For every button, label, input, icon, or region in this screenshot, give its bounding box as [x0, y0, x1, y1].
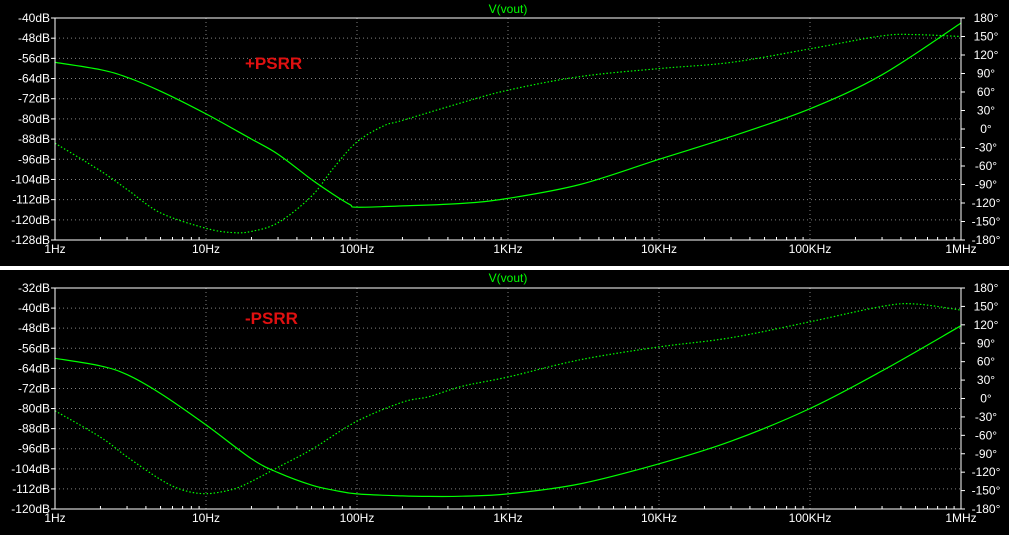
y2-tick-label: 180° [974, 281, 999, 295]
phase-trace [54, 33, 962, 234]
y2-tick-label: 60° [977, 85, 995, 99]
y2-tick-label: -150° [972, 484, 1001, 498]
y2-tick-label: 120° [974, 48, 999, 62]
y2-tick-label: 90° [977, 336, 995, 350]
y-tick-label: -40dB [18, 11, 50, 25]
x-tick-label: 100Hz [340, 511, 375, 525]
y-tick-label: -72dB [18, 92, 50, 106]
y-tick-label: -88dB [18, 422, 50, 436]
y-tick-label: -88dB [18, 132, 50, 146]
x-tick-label: 10KHz [641, 242, 677, 256]
y2-tick-label: -60° [975, 428, 997, 442]
y2-tick-label: -60° [975, 159, 997, 173]
x-tick-label: 10Hz [192, 511, 220, 525]
psrr-minus-chart: 1Hz 10Hz 100Hz 1KHz 10KHz 100KHz 1MHz -32dB -40d… [11, 271, 1001, 525]
chart-title: V(vout) [489, 2, 528, 16]
y2-tick-label: 180° [974, 11, 999, 25]
y-tick-label: -56dB [18, 341, 50, 355]
x-tick-label: 1MHz [945, 511, 976, 525]
y2-tick-label: 30° [977, 373, 995, 387]
y-tick-label: -72dB [18, 381, 50, 395]
y-tick-label: -112dB [12, 193, 50, 207]
y-tick-label: -104dB [11, 462, 50, 476]
y2-tick-label: -150° [972, 215, 1001, 229]
y2-tick-label: 150° [974, 30, 999, 44]
psrr-plus-chart-pane: 1Hz 10Hz 100Hz 1KHz 10KHz 100KHz 1MHz -40dB -48d… [0, 0, 1009, 266]
x-tick-label: 100KHz [789, 511, 832, 525]
y2-tick-label: -180° [972, 502, 1001, 516]
y2-tick-label: 0° [980, 122, 992, 136]
y2-tick-label: -90° [975, 178, 997, 192]
y2-tick-label: 60° [977, 355, 995, 369]
chart-title: V(vout) [489, 271, 528, 285]
x-tick-label: 1Hz [44, 242, 65, 256]
y-tick-label: -56dB [18, 51, 50, 65]
plot-frame [54, 287, 962, 510]
y2-tick-label: 30° [977, 104, 995, 118]
y2-tick-label: -180° [972, 233, 1001, 247]
y-tick-label: -104dB [11, 172, 50, 186]
y2-tick-label: -120° [972, 196, 1001, 210]
y-tick-label: -48dB [18, 321, 50, 335]
y-tick-label: -112dB [12, 482, 50, 496]
y2-tick-label: 90° [977, 67, 995, 81]
x-tick-label: 1MHz [945, 242, 976, 256]
y-tick-label: -40dB [18, 301, 50, 315]
y2-tick-label: -90° [975, 447, 997, 461]
y-tick-label: -80dB [18, 112, 50, 126]
y2-tick-label: 150° [974, 299, 999, 313]
x-tick-label: 100KHz [789, 242, 832, 256]
y2-tick-label: -30° [975, 141, 997, 155]
psrr-label: +PSRR [245, 54, 302, 73]
psrr-plus-chart: 1Hz 10Hz 100Hz 1KHz 10KHz 100KHz 1MHz -40dB -48d… [11, 2, 1001, 256]
y-tick-label: -96dB [18, 152, 50, 166]
phase-trace [54, 303, 962, 495]
magnitude-trace [54, 325, 962, 498]
x-tick-label: 10KHz [641, 511, 677, 525]
y-tick-label: -120dB [11, 502, 50, 516]
y-tick-label: -48dB [18, 31, 50, 45]
y-tick-label: -96dB [18, 442, 50, 456]
y-tick-label: -120dB [11, 213, 50, 227]
y2-tick-label: -30° [975, 410, 997, 424]
y-tick-label: -64dB [18, 361, 50, 375]
y2-tick-label: 0° [980, 392, 992, 406]
x-tick-label: 1KHz [493, 511, 522, 525]
y-tick-label: -64dB [18, 72, 50, 86]
y2-tick-label: -120° [972, 465, 1001, 479]
y2-tick-label: 120° [974, 318, 999, 332]
x-tick-label: 100Hz [340, 242, 375, 256]
x-tick-label: 10Hz [192, 242, 220, 256]
y-tick-label: -80dB [18, 402, 50, 416]
magnitude-trace [54, 22, 962, 208]
y-tick-label: -32dB [18, 281, 50, 295]
x-tick-label: 1Hz [44, 511, 65, 525]
psrr-label: -PSRR [245, 309, 298, 328]
x-tick-label: 1KHz [493, 242, 522, 256]
y-tick-label: -128dB [11, 233, 50, 247]
psrr-minus-chart-pane: 1Hz 10Hz 100Hz 1KHz 10KHz 100KHz 1MHz -32dB -40d… [0, 270, 1009, 535]
